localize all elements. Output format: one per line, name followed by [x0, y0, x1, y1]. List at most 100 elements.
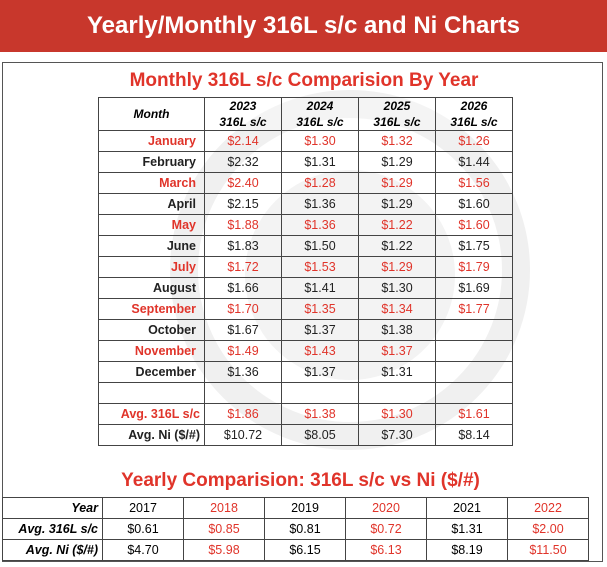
- month-row: January $2.14 $1.30 $1.32 $1.26: [98, 130, 513, 152]
- avg-ni-value: $6.13: [345, 539, 427, 561]
- month-value: $1.56: [435, 172, 513, 194]
- month-value: $1.70: [204, 298, 282, 320]
- month-row: April $2.15 $1.36 $1.29 $1.60: [98, 193, 513, 215]
- year-cell: 2020: [345, 497, 427, 519]
- avg-316-value: $1.31: [426, 518, 508, 540]
- month-value: $1.31: [281, 151, 359, 173]
- yearly-avg-316-row: Avg. 316L s/c $0.61 $0.85 $0.81 $0.72 $1…: [2, 518, 589, 540]
- month-value: [435, 340, 513, 362]
- month-label: December: [98, 361, 205, 383]
- month-label: March: [98, 172, 205, 194]
- year-cell: 2018: [183, 497, 265, 519]
- month-value: $1.83: [204, 235, 282, 257]
- avg-ni-label: Avg. Ni ($/#): [98, 424, 205, 446]
- month-label: June: [98, 235, 205, 257]
- month-value: $1.29: [358, 172, 436, 194]
- month-value: $1.67: [204, 319, 282, 341]
- monthly-rows: January $2.14 $1.30 $1.32 $1.26 February $2.32…: [98, 130, 513, 383]
- month-value: $1.44: [435, 151, 513, 173]
- column-header: 2024 316L s/c: [281, 97, 359, 131]
- month-value: $1.53: [281, 256, 359, 278]
- month-value: $1.60: [435, 193, 513, 215]
- month-label: July: [98, 256, 205, 278]
- month-value: $1.31: [358, 361, 436, 383]
- banner-title: Yearly/Monthly 316L s/c and Ni Charts: [86, 12, 521, 39]
- month-value: $1.79: [435, 256, 513, 278]
- yearly-avg-ni-row: Avg. Ni ($/#) $4.70 $5.98 $6.15 $6.13 $8…: [2, 539, 589, 561]
- month-label: September: [98, 298, 205, 320]
- month-value: $1.88: [204, 214, 282, 236]
- avg-ni-value: $8.19: [426, 539, 508, 561]
- column-header: 2025 316L s/c: [358, 97, 436, 131]
- month-value: $1.72: [204, 256, 282, 278]
- month-value: $1.50: [281, 235, 359, 257]
- avg-316-value: $2.00: [507, 518, 589, 540]
- yearly-table: Year 2017 2018 2019 2020 2021 2022 Avg. …: [2, 497, 589, 561]
- month-value: $1.38: [358, 319, 436, 341]
- page-banner: Yearly/Monthly 316L s/c and Ni Charts: [0, 0, 607, 52]
- month-row: December $1.36 $1.37 $1.31: [98, 361, 513, 383]
- avg-ni-row: Avg. Ni ($/#) $10.72 $8.05 $7.30 $8.14: [98, 424, 513, 446]
- month-value: $2.40: [204, 172, 282, 194]
- month-value: $1.36: [204, 361, 282, 383]
- month-label: February: [98, 151, 205, 173]
- month-row: September $1.70 $1.35 $1.34 $1.77: [98, 298, 513, 320]
- month-value: $1.75: [435, 235, 513, 257]
- avg-ni-value: $5.98: [183, 539, 265, 561]
- month-value: $1.60: [435, 214, 513, 236]
- year-cell: 2022: [507, 497, 589, 519]
- month-value: $1.37: [281, 361, 359, 383]
- avg-316-row: Avg. 316L s/c $1.86 $1.38 $1.30 $1.61: [98, 403, 513, 425]
- month-label: October: [98, 319, 205, 341]
- month-value: $2.32: [204, 151, 282, 173]
- month-label: August: [98, 277, 205, 299]
- avg-316-label: Avg. 316L s/c: [2, 518, 103, 540]
- avg-316-value: $1.30: [358, 403, 436, 425]
- month-label: January: [98, 130, 205, 152]
- spacer-row: [98, 382, 513, 404]
- month-value: $1.29: [358, 256, 436, 278]
- month-value: $1.29: [358, 193, 436, 215]
- month-row: February $2.32 $1.31 $1.29 $1.44: [98, 151, 513, 173]
- month-value: $1.37: [358, 340, 436, 362]
- month-value: $2.14: [204, 130, 282, 152]
- avg-316-value: $0.81: [264, 518, 346, 540]
- month-value: $1.43: [281, 340, 359, 362]
- month-value: $1.36: [281, 193, 359, 215]
- month-row: June $1.83 $1.50 $1.22 $1.75: [98, 235, 513, 257]
- month-value: $2.15: [204, 193, 282, 215]
- year-cell: 2017: [102, 497, 184, 519]
- column-header: 2026 316L s/c: [435, 97, 513, 131]
- avg-ni-value: $7.30: [358, 424, 436, 446]
- avg-ni-value: $8.14: [435, 424, 513, 446]
- month-value: $1.30: [281, 130, 359, 152]
- month-value: $1.49: [204, 340, 282, 362]
- avg-ni-label: Avg. Ni ($/#): [2, 539, 103, 561]
- month-value: [435, 319, 513, 341]
- month-label: April: [98, 193, 205, 215]
- month-row: March $2.40 $1.28 $1.29 $1.56: [98, 172, 513, 194]
- month-value: $1.29: [358, 151, 436, 173]
- month-value: $1.66: [204, 277, 282, 299]
- avg-ni-value: $11.50: [507, 539, 589, 561]
- year-cell: 2021: [426, 497, 508, 519]
- avg-ni-value: $10.72: [204, 424, 282, 446]
- month-value: $1.28: [281, 172, 359, 194]
- month-header: Month: [98, 97, 205, 131]
- month-value: $1.34: [358, 298, 436, 320]
- monthly-header-row: Month 2023 316L s/c 2024 316L s/c 2025 316L…: [98, 97, 513, 131]
- month-value: $1.35: [281, 298, 359, 320]
- avg-316-value: $0.85: [183, 518, 265, 540]
- month-value: $1.30: [358, 277, 436, 299]
- monthly-table-title: Monthly 316L s/c Comparision By Year: [129, 70, 479, 91]
- month-row: May $1.88 $1.36 $1.22 $1.60: [98, 214, 513, 236]
- month-label: May: [98, 214, 205, 236]
- yearly-year-row: Year 2017 2018 2019 2020 2021 2022: [2, 497, 589, 519]
- avg-316-value: $1.86: [204, 403, 282, 425]
- month-value: $1.32: [358, 130, 436, 152]
- avg-316-value: $0.61: [102, 518, 184, 540]
- monthly-table: Month 2023 316L s/c 2024 316L s/c 2025 316L…: [98, 97, 513, 446]
- avg-ni-value: $4.70: [102, 539, 184, 561]
- year-label: Year: [2, 497, 103, 519]
- month-value: $1.26: [435, 130, 513, 152]
